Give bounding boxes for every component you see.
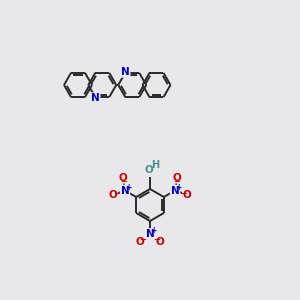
Text: O: O — [183, 190, 192, 200]
Text: −: − — [153, 235, 161, 244]
Text: N: N — [121, 185, 129, 196]
Text: N: N — [121, 67, 130, 77]
Text: −: − — [173, 177, 180, 186]
Text: O: O — [108, 190, 117, 200]
Text: −: − — [140, 235, 147, 244]
Text: +: + — [176, 182, 182, 191]
Text: O: O — [173, 173, 182, 183]
Text: −: − — [120, 177, 127, 186]
Text: N: N — [146, 229, 154, 239]
Text: O: O — [136, 237, 144, 248]
Text: −: − — [180, 189, 187, 198]
Text: H: H — [151, 160, 159, 170]
Text: N: N — [91, 93, 100, 103]
Text: +: + — [125, 182, 131, 191]
Text: N: N — [171, 185, 179, 196]
Text: +: + — [150, 226, 157, 235]
Text: O: O — [118, 173, 127, 183]
Text: −: − — [113, 189, 120, 198]
Text: O: O — [145, 165, 153, 175]
Text: O: O — [156, 237, 164, 248]
